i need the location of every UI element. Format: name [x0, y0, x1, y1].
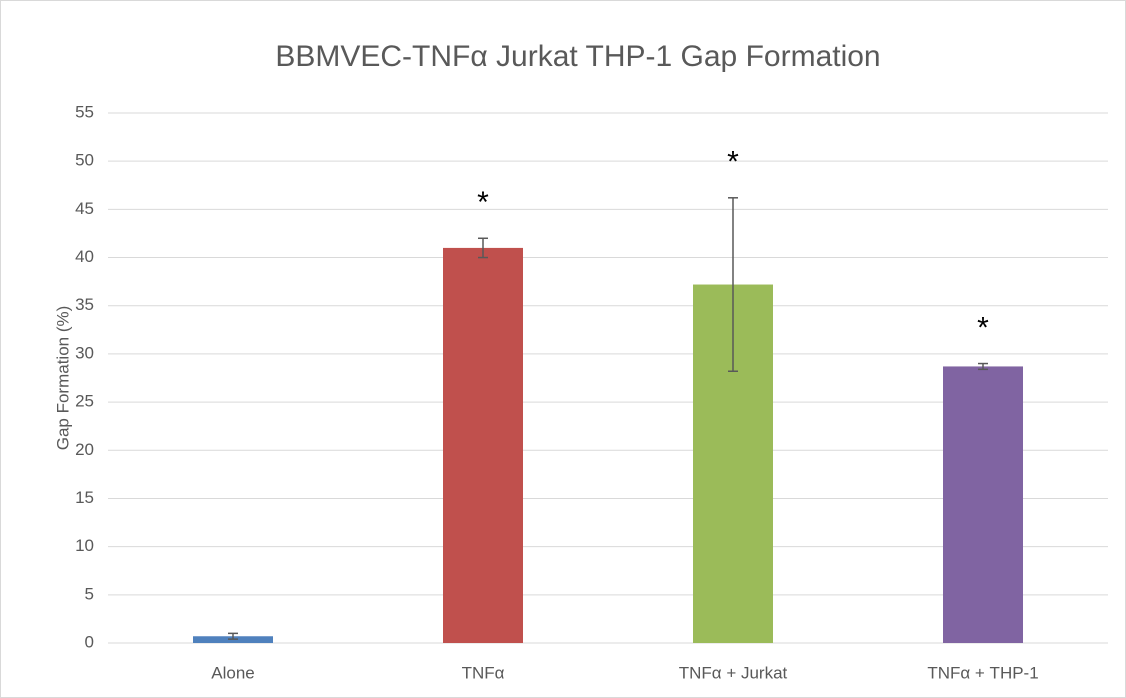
y-tick-label: 5: [85, 584, 94, 603]
y-tick-label: 55: [75, 102, 94, 121]
error-bar: [478, 237, 488, 259]
bar: [443, 247, 523, 643]
y-tick-label: 30: [75, 343, 94, 362]
error-bar: [728, 197, 738, 373]
x-tick-label: Alone: [211, 663, 254, 682]
y-tick-label: 20: [75, 440, 94, 459]
x-tick-label: TNFα + THP-1: [927, 663, 1038, 682]
chart-title: BBMVEC-TNFα Jurkat THP-1 Gap Formation: [275, 40, 880, 73]
annotation: *: [977, 311, 989, 344]
y-tick-label: 50: [75, 151, 94, 170]
annotation: *: [727, 146, 739, 179]
error-bar: [978, 362, 988, 371]
x-tick-label: TNFα + Jurkat: [679, 663, 788, 682]
y-tick-label: 45: [75, 199, 94, 218]
y-tick-label: 0: [85, 632, 94, 651]
bar: [943, 366, 1023, 643]
y-tick-label: 35: [75, 295, 94, 314]
y-tick-label: 25: [75, 392, 94, 411]
y-tick-label: 15: [75, 488, 94, 507]
y-axis-label: Gap Formation (%): [53, 306, 72, 451]
annotation: *: [477, 186, 489, 219]
error-bar: [228, 632, 238, 640]
x-tick-label: TNFα: [462, 663, 505, 682]
y-tick-label: 40: [75, 247, 94, 266]
y-tick-label: 10: [75, 536, 94, 555]
